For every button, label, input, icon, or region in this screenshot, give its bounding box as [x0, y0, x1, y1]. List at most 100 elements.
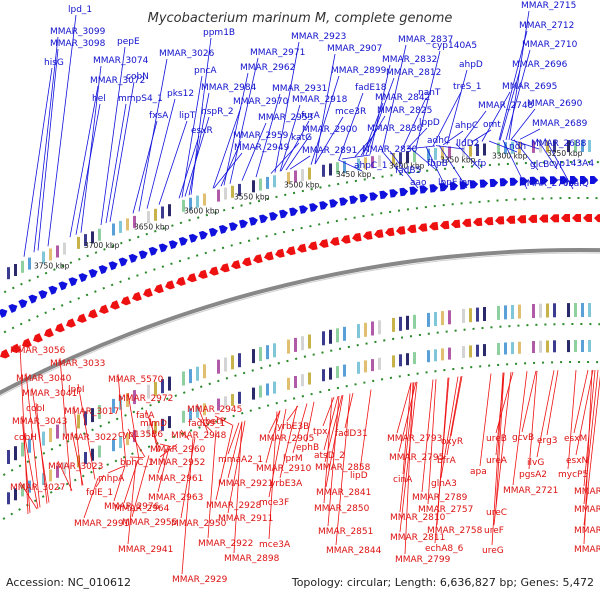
reverse-gene-arrow — [176, 276, 186, 286]
feature-bar-inner — [588, 303, 591, 317]
reverse-callout — [359, 389, 372, 471]
reverse-gene-label: MMAR_2905 — [259, 434, 314, 444]
feature-bar-innermost — [448, 347, 451, 360]
reverse-gene-label: esxN — [566, 456, 588, 466]
forward-callout — [33, 36, 59, 253]
reverse-gene-label: yrbE3A — [270, 479, 303, 489]
reverse-gene-label: MMAR_2963 — [148, 493, 203, 503]
forward-callout — [23, 67, 53, 257]
feature-bar-inner — [203, 364, 206, 379]
forward-callout — [212, 106, 242, 189]
forward-callout — [132, 120, 158, 214]
reverse-callout — [491, 372, 504, 546]
reverse-callout — [546, 370, 559, 436]
forward-callout — [75, 103, 101, 235]
reverse-gene-label: cobH — [14, 433, 37, 443]
reverse-callout — [399, 381, 418, 533]
forward-gene-label: MMAR_2748 — [478, 101, 534, 111]
feature-bar-innermost — [553, 340, 556, 353]
reverse-gene-arrow — [528, 214, 538, 223]
forward-callout — [184, 116, 210, 197]
forward-callout — [498, 30, 528, 141]
reverse-gene-label: ilvG — [527, 458, 544, 468]
reverse-gene-label: MMAR_3022 — [62, 433, 117, 443]
feature-bar-inner — [224, 357, 227, 372]
forward-callout — [220, 140, 242, 187]
reverse-gene-arrow — [242, 257, 252, 267]
feature-bar-inner — [238, 353, 241, 368]
reverse-callout — [512, 371, 528, 486]
feature-bar-innermost — [574, 340, 577, 352]
feature-bar-outer — [77, 236, 80, 249]
feature-bar-innermost — [154, 421, 157, 434]
reverse-callout — [19, 481, 38, 510]
forward-callout — [410, 148, 436, 170]
reverse-gene-arrow — [572, 213, 582, 222]
feature-bar-outer — [392, 153, 395, 166]
feature-bar-outer — [7, 267, 10, 280]
forward-callout — [502, 140, 528, 190]
feature-bar-innermost — [189, 408, 192, 421]
reverse-gene-label: MMAR_2910 — [256, 464, 312, 474]
reverse-gene-arrow — [88, 309, 98, 319]
kbp-tick-label: 3600 kbp — [184, 206, 220, 215]
forward-callout — [432, 91, 462, 147]
feature-bar-inner — [434, 312, 437, 326]
feature-bar-outer — [98, 228, 101, 241]
reverse-callout — [57, 460, 73, 491]
forward-callout — [188, 92, 210, 196]
forward-gene-arrow — [158, 243, 168, 253]
feature-bar-innermost — [168, 416, 171, 429]
reverse-gene-label: erg3 — [537, 436, 558, 446]
reverse-gene-arrow — [187, 273, 197, 283]
reverse-gene-label: MMAR_2922 — [198, 539, 253, 549]
forward-callout — [389, 151, 419, 189]
reverse-gene-arrow — [374, 229, 384, 239]
forward-gene-label: lipT — [179, 111, 196, 121]
forward-callout — [241, 122, 267, 181]
reverse-callout — [127, 392, 140, 460]
feature-bar-outer — [49, 248, 52, 261]
feature-bar-innermost — [42, 473, 45, 486]
reverse-gene-label: MMAR_2941 — [118, 545, 173, 555]
dotted-ring-1 — [0, 197, 600, 336]
forward-gene-arrow — [549, 176, 559, 185]
forward-gene-arrow — [168, 240, 178, 250]
forward-gene-label: MMAR_3072 — [90, 76, 145, 86]
feature-bar-innermost — [511, 342, 514, 355]
reverse-gene-arrow — [506, 215, 516, 224]
feature-bar-inner — [14, 446, 17, 461]
forward-gene-label: cyp143A4 — [549, 159, 594, 169]
forward-callout — [536, 138, 558, 170]
forward-gene-label: MMAR_3074 — [93, 56, 149, 66]
feature-bar-innermost — [364, 360, 367, 373]
forward-gene-arrow — [589, 176, 599, 185]
reverse-callout — [427, 379, 437, 505]
reverse-gene-label: MMAR_2976 — [104, 502, 160, 512]
feature-bar-outer — [483, 143, 486, 156]
feature-bar-outer — [231, 185, 234, 198]
forward-gene-label: aao — [410, 178, 427, 188]
feature-bar-outer — [126, 218, 129, 231]
dotted-ring-0 — [0, 161, 600, 296]
reverse-callout — [227, 422, 240, 455]
reverse-callout — [404, 382, 414, 555]
feature-bar-innermost — [476, 344, 479, 357]
reverse-gene-label: betP — [205, 417, 226, 427]
backbone-ring — [0, 248, 600, 396]
feature-bar-inner — [483, 307, 486, 321]
feature-bar-innermost — [98, 445, 101, 458]
forward-gene-label: lpd_1 — [68, 5, 92, 15]
feature-bar-inner — [476, 307, 479, 322]
feature-bar-innermost — [182, 410, 185, 423]
feature-bar-outer — [56, 245, 59, 258]
feature-bar-outer — [406, 151, 409, 164]
kbp-tick-label: 3300 kbp — [492, 151, 528, 160]
forward-callout — [105, 103, 127, 224]
forward-callout — [544, 138, 574, 190]
forward-callout — [519, 128, 541, 140]
feature-bar-inner — [301, 336, 304, 351]
reverse-gene-arrow — [396, 226, 406, 235]
forward-callout — [442, 130, 464, 146]
